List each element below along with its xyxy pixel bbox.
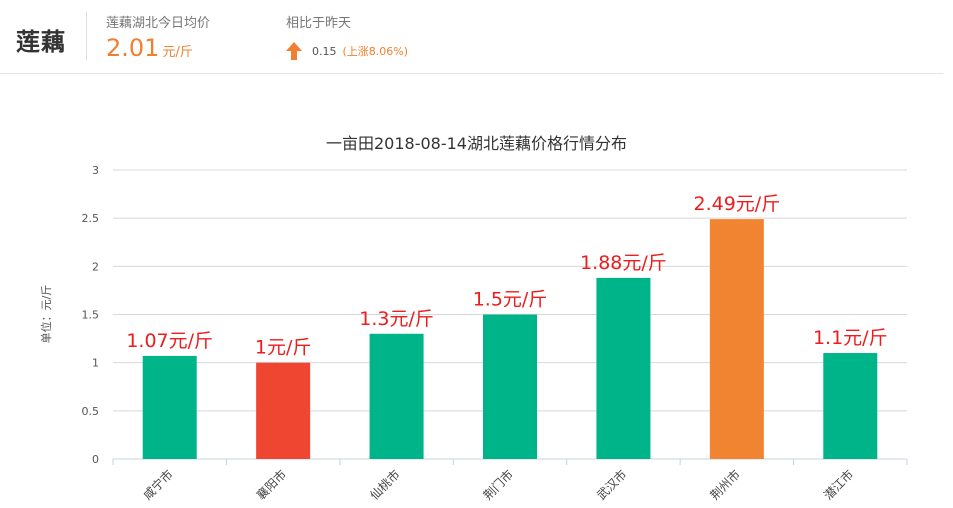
y-tick-label: 1	[92, 357, 99, 370]
average-price: 2.01 元/斤	[106, 34, 193, 62]
x-tick-label: 荆州市	[707, 467, 743, 503]
average-price-label: 莲藕湖北今日均价	[106, 16, 211, 31]
price-change: 0.15 (上涨8.06%)	[286, 42, 408, 60]
chart-title: 一亩田2018-08-14湖北莲藕价格行情分布	[326, 134, 627, 153]
bar	[483, 314, 537, 459]
data-label: 1.88元/斤	[580, 252, 667, 274]
x-tick-label: 武汉市	[593, 467, 629, 503]
average-price-value: 2.01	[106, 34, 160, 62]
bar	[709, 219, 764, 459]
bar	[142, 355, 197, 459]
data-label: 1.5元/斤	[473, 289, 548, 311]
price-header: 莲藕 莲藕湖北今日均价 2.01 元/斤 相比于昨天 0.15 (上涨8.06%)	[0, 0, 953, 74]
bar	[823, 353, 878, 459]
product-name: 莲藕	[16, 28, 66, 56]
data-label: 1.3元/斤	[359, 308, 434, 330]
data-label: 1.1元/斤	[813, 327, 888, 349]
y-tick-label: 1.5	[82, 309, 100, 322]
arrow-up-icon	[286, 42, 302, 60]
average-price-unit: 元/斤	[162, 45, 193, 60]
data-label: 1.07元/斤	[126, 330, 213, 352]
y-tick-label: 0	[92, 453, 99, 466]
y-tick-label: 0.5	[82, 405, 100, 418]
x-tick-label: 荆门市	[480, 467, 516, 503]
x-tick-label: 潜江市	[820, 467, 856, 503]
header-separator	[0, 73, 943, 74]
x-tick-label: 咸宁市	[140, 467, 176, 503]
data-label: 2.49元/斤	[693, 193, 780, 215]
bar	[256, 362, 311, 459]
y-tick-label: 2.5	[82, 212, 100, 225]
change-value: 0.15	[312, 44, 337, 58]
y-tick-label: 3	[92, 164, 99, 177]
header-divider	[86, 12, 87, 60]
change-percent: (上涨8.06%)	[342, 45, 409, 58]
data-label: 1元/斤	[255, 337, 312, 359]
bar	[369, 333, 424, 459]
x-tick-label: 襄阳市	[253, 467, 289, 503]
compare-label: 相比于昨天	[286, 16, 352, 31]
x-tick-label: 仙桃市	[367, 467, 403, 503]
y-tick-label: 2	[92, 260, 99, 273]
bar	[596, 277, 651, 459]
